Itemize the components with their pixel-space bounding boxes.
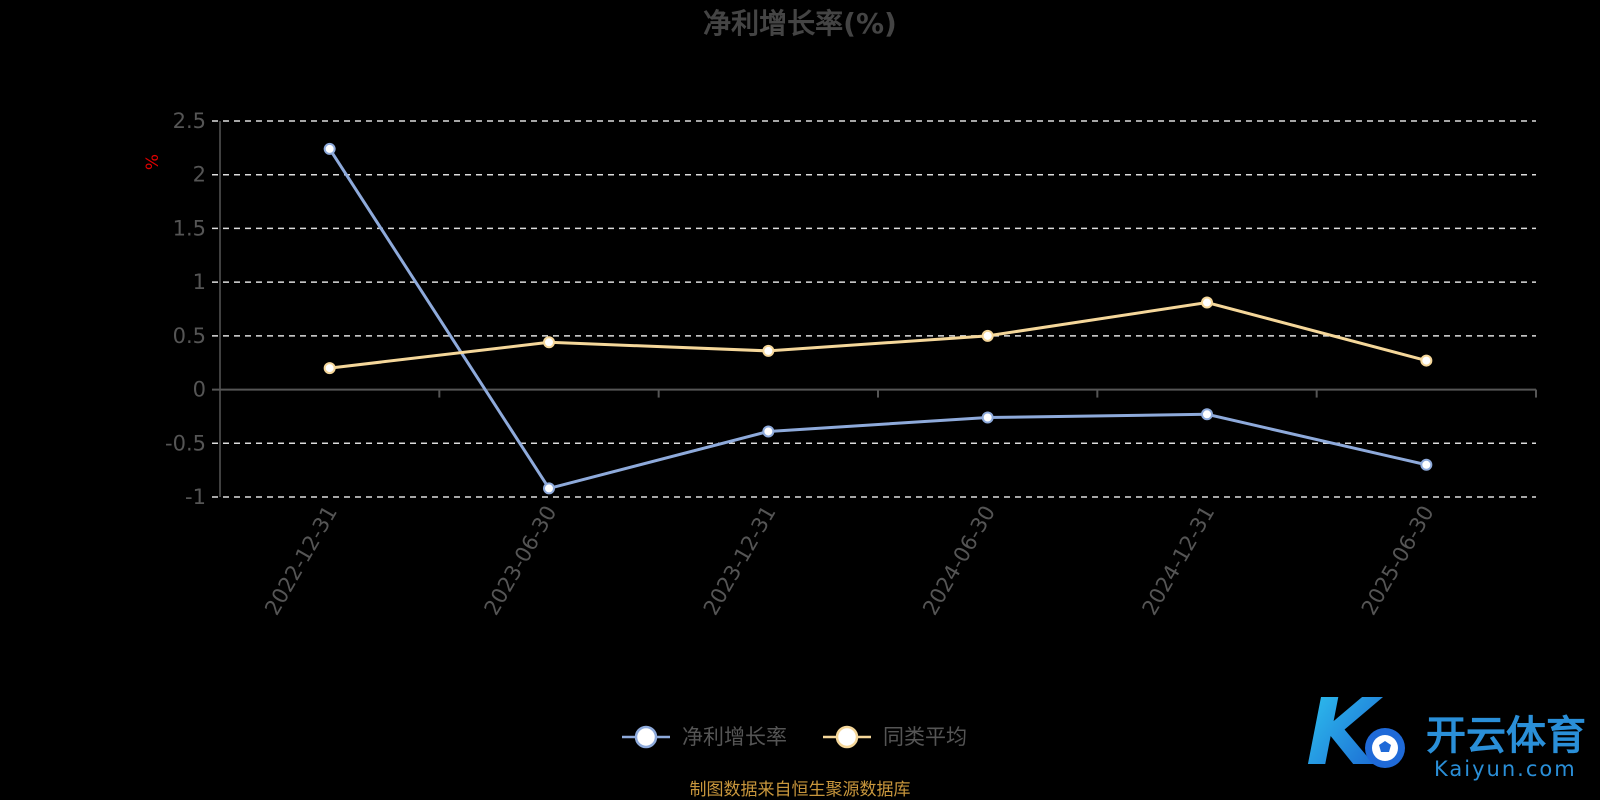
data-point <box>762 344 775 357</box>
y-tick-label: 1 <box>193 270 206 294</box>
data-point <box>1420 458 1433 471</box>
series-layer <box>323 142 1433 495</box>
x-tick-label: 2025-06-30 <box>1357 502 1439 620</box>
y-axis-unit: % <box>143 154 163 170</box>
source-note: 制图数据来自恒生聚源数据库 <box>690 780 911 800</box>
legend-marker-icon <box>634 725 658 749</box>
legend-item-net-profit-growth[interactable]: 净利增长率 <box>622 725 787 749</box>
y-tick-label: 2 <box>193 163 206 187</box>
logo-k-mark: K <box>1306 679 1383 786</box>
legend[interactable]: 净利增长率 同类平均 <box>622 725 967 749</box>
legend-label: 同类平均 <box>883 725 967 749</box>
y-tick-label: 0 <box>193 378 206 402</box>
series-line-0 <box>328 148 1427 491</box>
legend-marker-icon <box>835 725 859 749</box>
legend-item-peer-average[interactable]: 同类平均 <box>823 725 967 749</box>
series-line-1 <box>329 301 1427 370</box>
x-tick-label: 2024-12-31 <box>1138 502 1220 620</box>
gridlines <box>212 120 1536 498</box>
y-tick-label: 2.5 <box>173 109 206 133</box>
data-point <box>1201 408 1213 421</box>
y-tick-label: 0.5 <box>173 324 206 348</box>
logo-english-text: Kaiyun.com <box>1434 757 1577 781</box>
data-point <box>543 336 555 349</box>
data-point <box>323 362 336 375</box>
logo-chinese-text: 开云体育 <box>1426 713 1586 759</box>
soccer-ball-patch-icon <box>1379 741 1391 752</box>
y-tick-label: -0.5 <box>165 431 206 455</box>
legend-label: 净利增长率 <box>682 725 787 749</box>
y-axis-ticks: 2.5 2 1.5 1 0.5 0 -0.5 -1 <box>165 109 221 509</box>
y-tick-label: 1.5 <box>173 216 206 240</box>
data-point <box>981 329 994 342</box>
data-point <box>323 142 336 155</box>
data-point <box>1420 354 1433 367</box>
y-tick-label: -1 <box>185 485 206 509</box>
data-point <box>762 425 775 438</box>
data-point <box>543 482 555 495</box>
x-tick-label: 2024-06-30 <box>918 502 1000 620</box>
data-point <box>981 411 994 424</box>
x-tick-label: 2022-12-31 <box>260 502 342 620</box>
x-tick-label: 2023-12-31 <box>699 502 781 620</box>
x-tick-label: 2023-06-30 <box>480 502 562 620</box>
watermark-logo: K 开云体育 Kaiyun.com <box>1306 679 1586 786</box>
data-point <box>1201 296 1213 309</box>
chart-title: 净利增长率(%) <box>703 7 897 40</box>
